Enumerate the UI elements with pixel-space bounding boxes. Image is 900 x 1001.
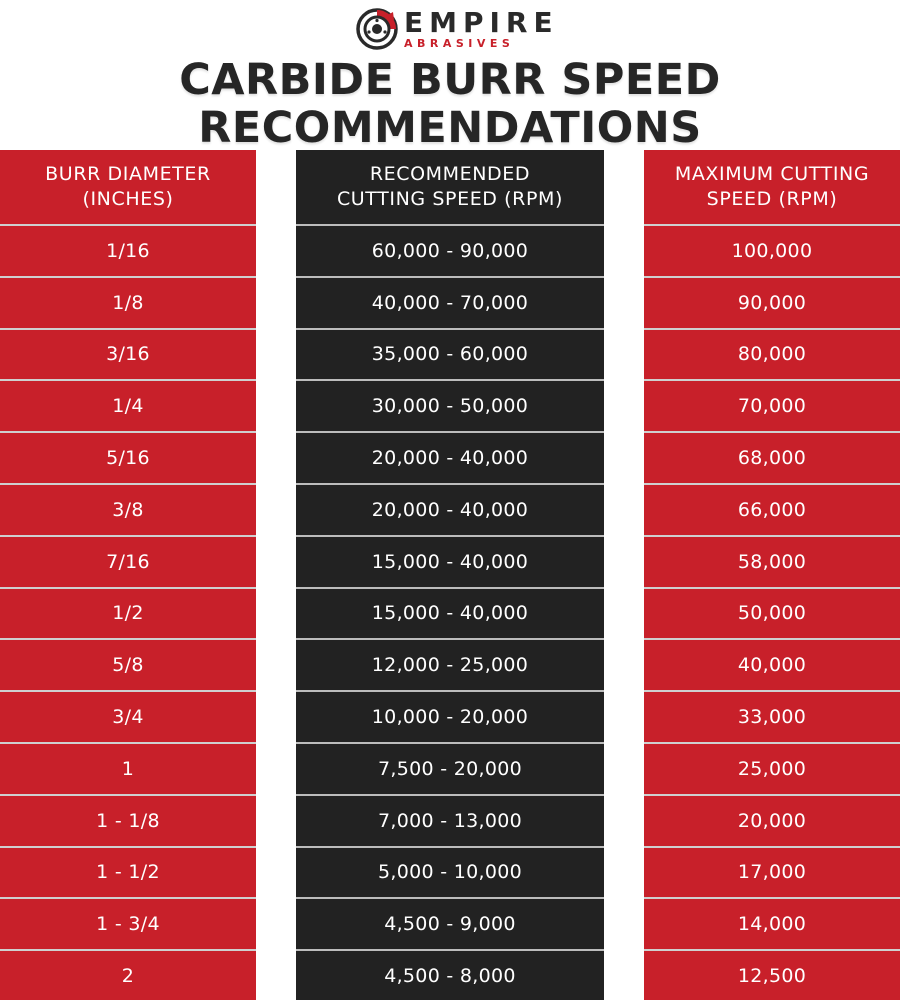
maximum-speed-column: MAXIMUM CUTTING SPEED (RPM) 100,000 90,00… (644, 150, 900, 1000)
recommended-cell: 4,500 - 9,000 (296, 897, 604, 949)
diameter-cell: 3/4 (0, 690, 256, 742)
maximum-cell: 100,000 (644, 224, 900, 276)
maximum-cell: 12,500 (644, 949, 900, 1001)
header-line: SPEED (RPM) (706, 188, 838, 210)
title-line-2: RECOMMENDATIONS (198, 103, 702, 153)
diameter-cell: 1 - 1/8 (0, 793, 256, 846)
recommended-cells: 60,000 - 90,000 40,000 - 70,000 35,000 - 6… (296, 224, 604, 1001)
brake-disc-icon (356, 8, 398, 50)
recommended-speed-header: RECOMMENDED CUTTING SPEED (RPM) (296, 150, 604, 224)
maximum-cell: 40,000 (644, 638, 900, 690)
diameter-cell: 1/4 (0, 379, 256, 431)
recommended-cell: 12,000 - 25,000 (296, 638, 604, 690)
header-line: (INCHES) (82, 188, 174, 210)
recommended-cell: 5,000 - 10,000 (296, 845, 604, 898)
diameter-cell: 7/16 (0, 534, 256, 587)
maximum-cell: 50,000 (644, 586, 900, 639)
diameter-cell: 1/2 (0, 586, 256, 639)
recommended-cell: 4,500 - 8,000 (296, 949, 604, 1001)
burr-diameter-header: BURR DIAMETER (INCHES) (0, 150, 256, 224)
recommended-cell: 30,000 - 50,000 (296, 379, 604, 431)
header-line: CUTTING SPEED (RPM) (336, 188, 564, 210)
recommended-cell: 20,000 - 40,000 (296, 482, 604, 535)
diameter-cell: 1/16 (0, 224, 256, 276)
recommended-speed-column: RECOMMENDED CUTTING SPEED (RPM) 60,000 -… (296, 150, 604, 1000)
brand-name: EMPIRE (404, 6, 559, 39)
maximum-speed-header: MAXIMUM CUTTING SPEED (RPM) (644, 150, 900, 224)
maximum-cell: 17,000 (644, 845, 900, 898)
header-line: RECOMMENDED (369, 163, 531, 185)
burr-diameter-column: BURR DIAMETER (INCHES) 1/16 1/8 3/16 1/4 5/1… (0, 150, 256, 1000)
maximum-cell: 58,000 (644, 534, 900, 587)
brand-subname: ABRASIVES (404, 37, 515, 50)
diameter-cell: 1/8 (0, 275, 256, 328)
maximum-cell: 20,000 (644, 793, 900, 846)
diameter-cell: 5/8 (0, 638, 256, 690)
recommended-cell: 7,500 - 20,000 (296, 741, 604, 794)
recommended-cell: 60,000 - 90,000 (296, 224, 604, 276)
diameter-cell: 1 - 1/2 (0, 845, 256, 898)
recommended-cell: 40,000 - 70,000 (296, 275, 604, 328)
maximum-cell: 33,000 (644, 690, 900, 742)
diameter-cell: 3/8 (0, 482, 256, 535)
maximum-cell: 14,000 (644, 897, 900, 949)
maximum-cell: 70,000 (644, 379, 900, 431)
maximum-cell: 68,000 (644, 431, 900, 483)
recommended-cell: 10,000 - 20,000 (296, 690, 604, 742)
recommended-cell: 20,000 - 40,000 (296, 431, 604, 483)
diameter-cell: 1 (0, 741, 256, 794)
maximum-cell: 25,000 (644, 741, 900, 794)
recommended-cell: 15,000 - 40,000 (296, 534, 604, 587)
header-line: BURR DIAMETER (45, 163, 211, 185)
diameter-cell: 3/16 (0, 327, 256, 380)
diameter-cells: 1/16 1/8 3/16 1/4 5/16 3/8 7/16 1/2 5/8 3/4 1 1 - 1… (0, 224, 256, 1001)
recommended-cell: 15,000 - 40,000 (296, 586, 604, 639)
header-line: MAXIMUM CUTTING (674, 163, 870, 185)
diameter-cell: 1 - 3/4 (0, 897, 256, 949)
recommended-cell: 7,000 - 13,000 (296, 793, 604, 846)
brand-logo: EMPIRE ABRASIVES (356, 8, 559, 50)
maximum-cell: 66,000 (644, 482, 900, 535)
recommended-cell: 35,000 - 60,000 (296, 327, 604, 380)
page-title: CARBIDE BURR SPEED RECOMMENDATIONS (0, 56, 900, 152)
title-line-1: CARBIDE BURR SPEED (179, 55, 721, 105)
maximum-cell: 90,000 (644, 275, 900, 328)
maximum-cell: 80,000 (644, 327, 900, 380)
diameter-cell: 5/16 (0, 431, 256, 483)
maximum-cells: 100,000 90,000 80,000 70,000 68,000 66,000 58,… (644, 224, 900, 1001)
diameter-cell: 2 (0, 949, 256, 1001)
